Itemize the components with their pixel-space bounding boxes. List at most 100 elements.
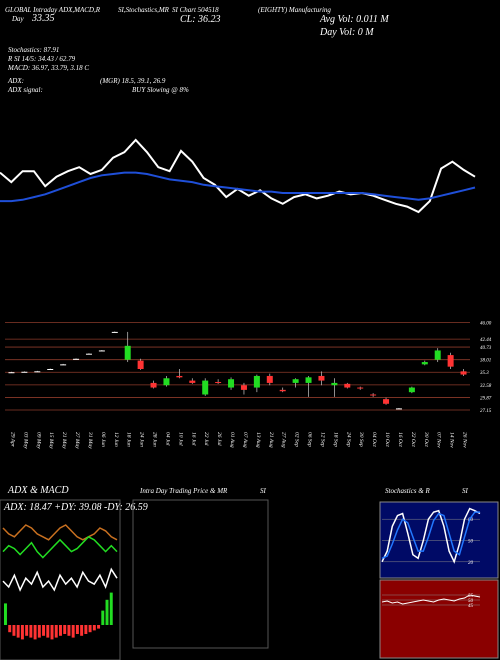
candle-body [240,385,247,390]
candle-body [253,375,260,388]
p3-title: Stochastics & R [385,487,430,495]
x-tick-label: 07 Nov [436,432,442,448]
candle-body [383,399,390,404]
series-line [381,507,481,564]
intraday-panel [132,499,269,649]
x-tick-label: 07 Aug [242,432,248,448]
y-tick-label: 35.3 [480,371,489,376]
x-tick-label: 14 Nov [449,432,456,448]
macd-bar [37,625,41,638]
stoch: Stochastics: 87.91 [8,46,59,54]
candle-body [73,358,80,360]
x-tick-label: 01 Aug [229,432,235,448]
y-tick-label: 38.01 [480,359,491,364]
macd-bar [92,625,96,631]
macd-bar [59,625,62,636]
macd-bar [4,603,7,625]
candle-body [331,382,338,386]
candle-body [408,387,415,393]
series-line [0,138,476,214]
x-tick-label: 28 Jun [152,432,158,447]
macd-bar [25,625,29,636]
candle-body [176,375,183,378]
macd-bar [71,625,75,638]
macd-bar [84,625,88,634]
x-tick-label: 29 Apr [9,432,15,448]
candle-body [21,371,28,373]
p2-title: Intra Day Trading Price & MR [139,487,228,495]
day-val: 33.35 [31,13,55,24]
candle-body [370,394,377,396]
y-tick-label: 27.15 [480,409,492,414]
candle-body [8,372,15,374]
macd-bar [97,625,101,629]
candle-body [357,387,364,389]
macd-bar [80,625,84,636]
x-tick-label: 26 Jul [216,432,222,446]
candle-body [189,380,196,383]
y-tick-label: 20 [468,561,474,566]
macd-bar [16,625,20,638]
y-tick-label: 42.44 [480,338,492,343]
candle-body [447,355,454,367]
candle-body [305,377,312,383]
x-tick-label: 03 May [22,432,28,449]
p2-title2: SI [260,487,267,495]
x-tick-label: 06 Jun [100,432,106,447]
macd-bar [101,610,105,625]
macd-bar [109,592,113,625]
candle-body [279,389,286,392]
x-tick-label: 18 Jun [126,432,132,447]
rsi: R SI 14/5: 34.43 / 62.79 [7,55,76,63]
candle-body [85,353,92,355]
macd: MACD: 36.97, 33.79, 3.18 C [7,64,89,72]
candle-body [60,364,67,366]
p1-sub: ADX: 18.47 +DY: 39.08 -DY: 26.59 [3,502,148,513]
x-tick-label: 15 May [48,432,54,449]
y-tick-label: 40.73 [480,346,492,351]
candle-body [228,379,235,388]
avg-vol: Avg Vol: 0.011 M [319,14,389,25]
series-line [381,511,480,559]
macd-bar [8,625,12,633]
macd-bar [12,625,16,636]
x-tick-label: 22 Oct [410,432,416,447]
candle-body [111,331,118,333]
y-tick-label: 32.58 [480,384,492,389]
h2: SI,Stochastics,MR [118,6,170,14]
adx-vals: (MGR) 18.5, 39.1, 26.9 [100,77,166,85]
macd-bar [75,625,79,634]
x-tick-label: 21 May [61,432,67,449]
series-line [2,535,118,559]
macd-bar [42,625,46,636]
x-tick-label: 27 Aug [281,432,287,448]
series-line [2,567,118,592]
x-tick-label: 30 Oct [423,431,429,447]
candle-body [215,381,222,383]
y-tick-label: 45 [468,604,474,609]
x-tick-label: 04 Jul [164,432,171,446]
candle-body [318,375,325,381]
x-tick-label: 02 Sep [294,432,300,447]
candle-body [292,379,299,383]
macd-bar [46,625,50,638]
y-tick-label: 80 [468,518,474,523]
series-line [0,171,476,203]
x-tick-label: 10 Oct [384,432,390,447]
h1: GLOBAL Intraday ADX,MACD,R [5,6,101,14]
candle-body [47,369,54,370]
macd-bar [29,625,33,638]
x-tick-label: 10 Jul [177,432,183,446]
x-tick-label: 27 May [74,432,80,449]
x-tick-label: 13 Aug [255,432,261,448]
x-tick-label: 04 Oct [371,432,378,447]
x-tick-label: 24 Jun [139,432,146,447]
candle-body [434,350,441,360]
x-tick-label: 21 Aug [268,432,274,448]
macd-bar [33,625,37,640]
macd-bar [54,625,58,638]
adx-sig: ADX signal: [7,86,43,94]
candle-body [266,375,273,383]
series-line [2,524,118,541]
candle-body [421,362,428,365]
